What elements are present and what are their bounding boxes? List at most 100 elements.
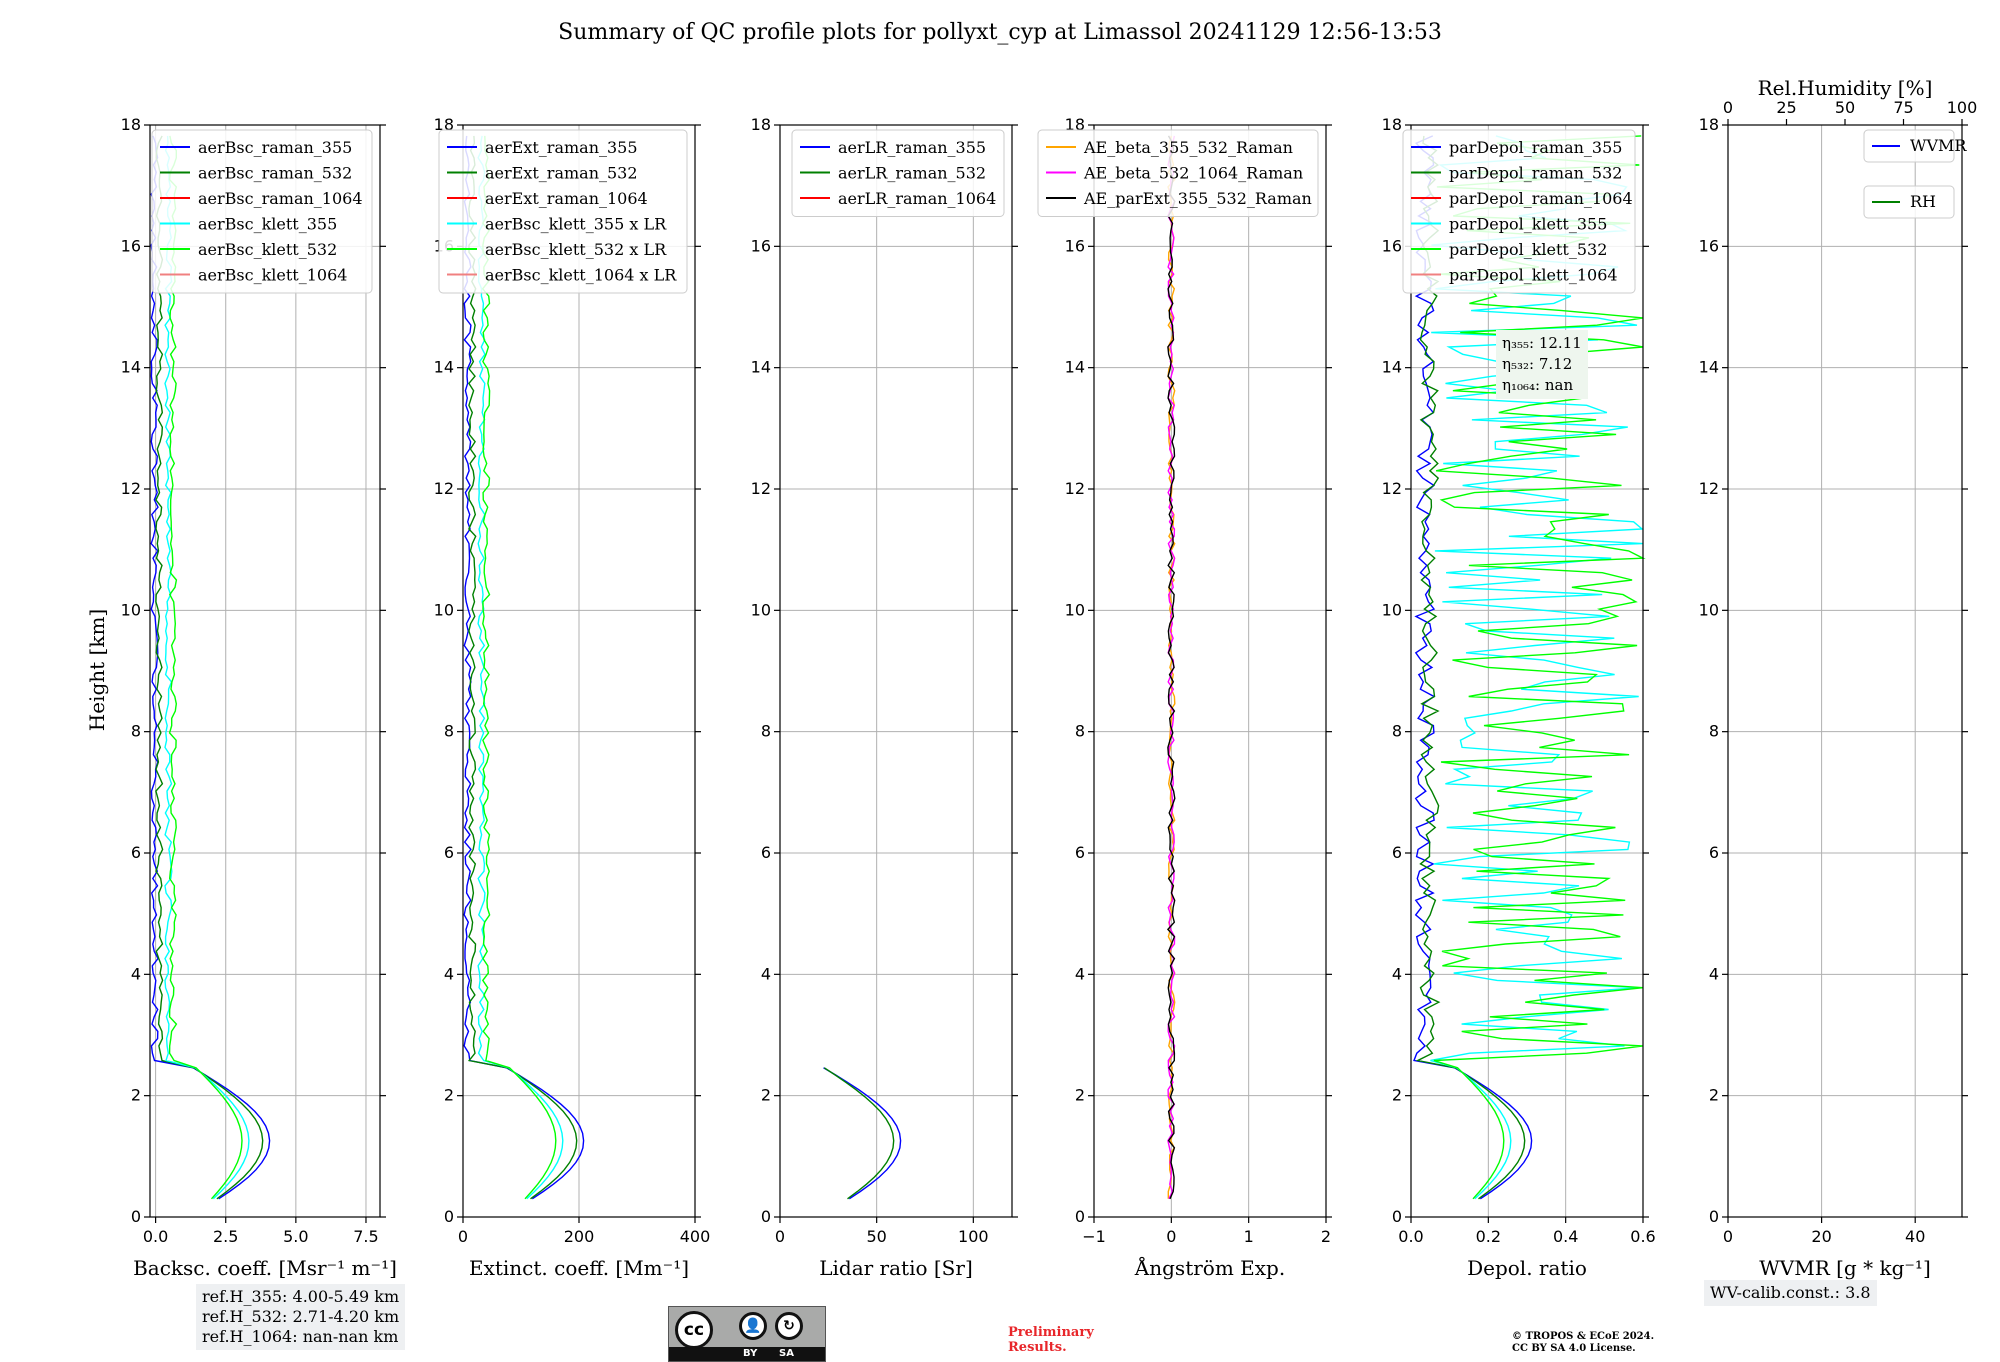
y-tick-label: 12: [751, 479, 771, 498]
preliminary-line-1: Preliminary: [1008, 1325, 1094, 1340]
legend-entry-aerLR_raman_1064: aerLR_raman_1064: [838, 189, 996, 208]
legend-box: [1863, 129, 1955, 163]
x-tick-label: 0: [1166, 1227, 1176, 1246]
y-tick-label: 16: [1699, 236, 1719, 255]
legend-entry-aerBsc_raman_1064: aerBsc_raman_1064: [198, 189, 363, 208]
y-tick-label: 4: [1075, 964, 1085, 983]
legend-entry-AE_beta_532_1064_Raman: AE_beta_532_1064_Raman: [1083, 164, 1303, 183]
y-tick-label: 8: [131, 722, 141, 741]
y-tick-label: 14: [751, 358, 771, 377]
profile-aerBsc_klett_532: [168, 135, 243, 1200]
profile-aerBsc_klett_355: [164, 135, 250, 1200]
y-tick-label: 2: [761, 1086, 771, 1105]
y-tick-label: 14: [1382, 358, 1402, 377]
y-tick-label: 4: [1709, 964, 1719, 983]
legend-entry-parDepol_klett_532: parDepol_klett_532: [1449, 240, 1607, 259]
y-tick-label: 2: [1075, 1086, 1085, 1105]
y-tick-label: 6: [1392, 843, 1402, 862]
badge-bar: [669, 1347, 825, 1361]
y-tick-label: 18: [751, 115, 771, 134]
ref-height-355: ref.H_355: 4.00-5.49 km: [202, 1287, 400, 1306]
y-tick-label: 0: [1709, 1207, 1719, 1226]
legend-entry-aerLR_raman_355: aerLR_raman_355: [838, 138, 986, 157]
legend-entry-aerExt_raman_355: aerExt_raman_355: [485, 138, 638, 157]
top-x-tick-label: 25: [1776, 98, 1796, 117]
y-tick-label: 10: [1382, 600, 1402, 619]
copyright-line-2: CC BY SA 4.0 License.: [1512, 1343, 1636, 1354]
y-tick-label: 18: [1382, 115, 1402, 134]
y-tick-label: 12: [434, 479, 454, 498]
reference-heights-box: ref.H_355: 4.00-5.49 km ref.H_532: 2.71-…: [196, 1284, 406, 1350]
legend-entry-aerBsc_klett_532 x LR: aerBsc_klett_532 x LR: [485, 240, 667, 259]
legend-box: [1402, 129, 1636, 294]
profile-aerBsc_klett_532 x LR: [481, 135, 557, 1200]
x-tick-label: 100: [958, 1227, 989, 1246]
axes-frame: [1093, 124, 1327, 1218]
y-tick-label: 8: [444, 722, 454, 741]
x-tick-label: 40: [1905, 1227, 1925, 1246]
y-tick-label: 4: [1392, 964, 1402, 983]
panel-6: 0 20 40 0 2 4 6 8 10 12 14 16 18 WVMR [g * kg⁻¹] 0 25 50…: [1699, 76, 1978, 1280]
profile-traces: [1413, 135, 1646, 1200]
y-tick-label: 18: [1065, 115, 1085, 134]
eta-calibration-box: η₃₅₅: 12.11 η₅₃₂: 7.12 η₁₀₆₄: nan: [1496, 330, 1588, 399]
y-tick-label: 12: [1699, 479, 1719, 498]
profile-aerExt_raman_532: [467, 135, 578, 1200]
legend-entry-AE_parExt_355_532_Raman: AE_parExt_355_532_Raman: [1083, 189, 1312, 208]
y-tick-label: 0: [761, 1207, 771, 1226]
sa-share-alike-icon: ↻: [775, 1312, 803, 1340]
eta-532: η₅₃₂: 7.12: [1502, 355, 1573, 373]
axes-frame: [1727, 124, 1963, 1218]
legend-entry-aerExt_raman_532: aerExt_raman_532: [485, 164, 638, 183]
top-x-tick-label: 75: [1893, 98, 1913, 117]
x-tick-label: 5.0: [283, 1227, 308, 1246]
y-tick-label: 14: [1065, 358, 1085, 377]
y-tick-label: 0: [1075, 1207, 1085, 1226]
x-tick-label: 0.2: [1476, 1227, 1501, 1246]
legend-entry-aerBsc_klett_355 x LR: aerBsc_klett_355 x LR: [485, 215, 667, 234]
legend-entry-aerBsc_klett_355: aerBsc_klett_355: [198, 215, 337, 234]
profile-traces: [823, 1067, 902, 1200]
x-tick-label: 7.5: [353, 1227, 378, 1246]
y-tick-label: 10: [1065, 600, 1085, 619]
legend-entry-parDepol_raman_1064: parDepol_raman_1064: [1449, 189, 1633, 208]
x-axis-label: Depol. ratio: [1467, 1256, 1587, 1280]
y-tick-label: 18: [121, 115, 141, 134]
y-tick-label: 10: [1699, 600, 1719, 619]
legend-entry-WVMR: WVMR: [1910, 136, 1967, 155]
x-axis-label: Ångström Exp.: [1134, 1255, 1285, 1280]
x-tick-label: −1: [1082, 1227, 1106, 1246]
y-tick-label: 8: [1075, 722, 1085, 741]
y-tick-label: 12: [1382, 479, 1402, 498]
x-tick-label: 20: [1811, 1227, 1831, 1246]
x-tick-label: 2: [1321, 1227, 1331, 1246]
profile-parDepol_klett_532: [1433, 135, 1646, 1200]
x-tick-label: 50: [866, 1227, 886, 1246]
top-x-tick-label: 50: [1835, 98, 1855, 117]
legend-entry-aerLR_raman_532: aerLR_raman_532: [838, 164, 986, 183]
y-axis-label: Height [km]: [85, 609, 109, 731]
figure-title: Summary of QC profile plots for pollyxt_…: [558, 20, 1442, 45]
x-axis-label: Lidar ratio [Sr]: [819, 1256, 973, 1280]
y-tick-label: 4: [131, 964, 141, 983]
y-tick-label: 0: [444, 1207, 454, 1226]
y-tick-label: 10: [434, 600, 454, 619]
y-tick-label: 12: [121, 479, 141, 498]
profile-aerLR_raman_355: [823, 1067, 902, 1200]
legend-box: [151, 129, 373, 294]
axes-frame: [779, 124, 1013, 1218]
panel-1: 0.0 2.5 5.0 7.5 0 2 4 6 8 10 12 14 16 18 Backsc. coeff…: [121, 115, 397, 1280]
profile-parDepol_klett_355: [1430, 135, 1644, 1200]
y-tick-label: 2: [1709, 1086, 1719, 1105]
y-tick-label: 16: [1065, 236, 1085, 255]
y-tick-label: 18: [1699, 115, 1719, 134]
y-tick-label: 6: [1075, 843, 1085, 862]
y-tick-label: 14: [1699, 358, 1719, 377]
y-tick-label: 10: [751, 600, 771, 619]
legend-box: [438, 129, 688, 294]
x-axis-label: WVMR [g * kg⁻¹]: [1759, 1256, 1931, 1280]
y-tick-label: 4: [761, 964, 771, 983]
y-tick-label: 10: [121, 600, 141, 619]
eta-355: η₃₅₅: 12.11: [1502, 334, 1582, 352]
